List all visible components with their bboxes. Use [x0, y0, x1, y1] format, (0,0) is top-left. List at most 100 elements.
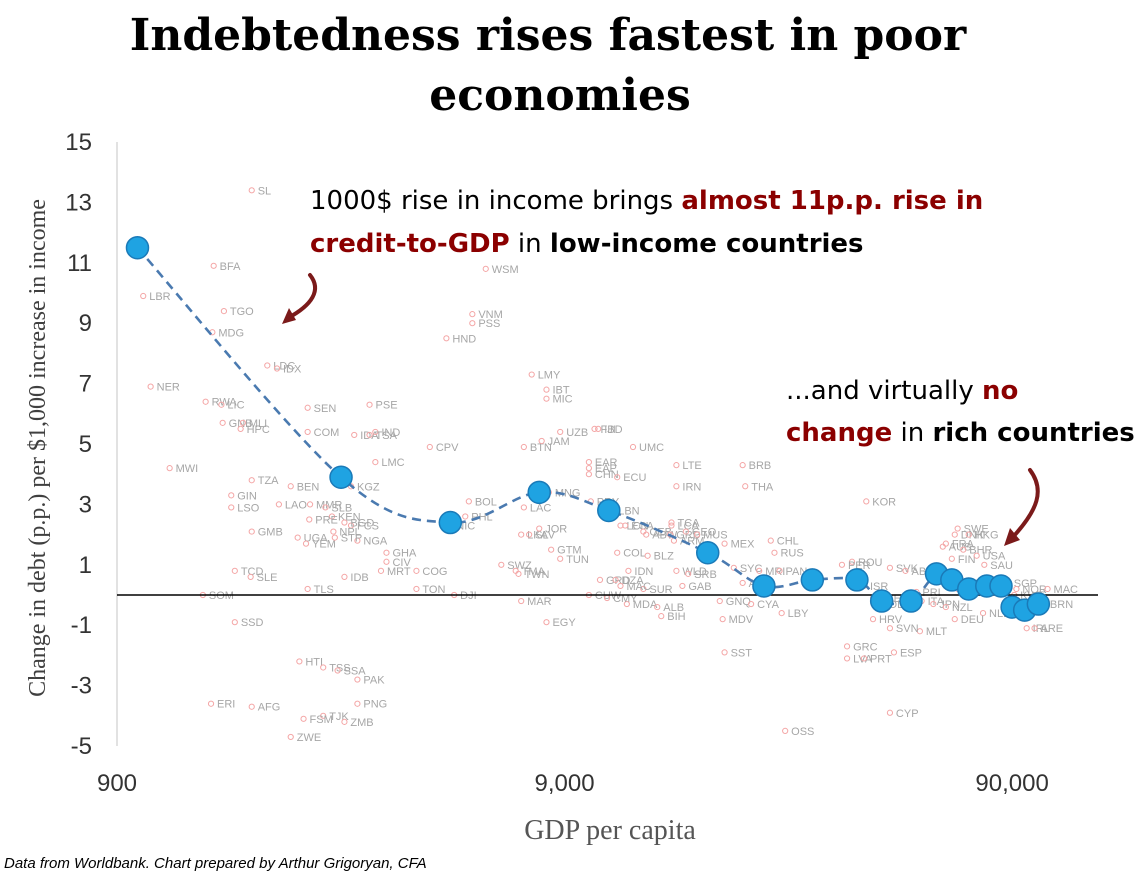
country-point — [426, 443, 433, 451]
country-label: BIH — [667, 611, 685, 623]
country-label: ECA — [631, 521, 654, 533]
country-point — [237, 425, 244, 432]
country-label: MWI — [176, 463, 199, 475]
country-label: TON — [422, 584, 445, 596]
country-point — [973, 552, 980, 559]
country-label: NZL — [952, 602, 973, 614]
country-point — [629, 443, 637, 451]
country-label: FRA — [952, 539, 975, 551]
country-point — [730, 564, 737, 571]
country-label: MUS — [703, 530, 727, 542]
country-label: IBD — [604, 424, 622, 436]
country-point — [341, 718, 348, 725]
country-point — [482, 265, 489, 272]
country-label: YEM — [312, 539, 336, 551]
country-point — [1044, 585, 1051, 593]
country-label: OSS — [791, 726, 814, 738]
country-label: SRB — [694, 569, 717, 581]
country-label: SGP — [1014, 578, 1037, 590]
country-point — [220, 308, 228, 315]
country-point — [304, 404, 311, 411]
country-point — [239, 419, 246, 426]
country-point — [557, 555, 564, 562]
country-point — [948, 555, 955, 562]
country-point — [719, 616, 726, 623]
country-point — [275, 501, 282, 508]
country-point — [778, 610, 785, 617]
country-point — [304, 428, 311, 436]
country-label: BRN — [1050, 599, 1073, 611]
trend-point-6 — [752, 574, 776, 598]
country-label: GMB — [258, 527, 283, 539]
country-point — [863, 498, 870, 505]
country-point — [219, 419, 226, 426]
trend-point-1 — [329, 465, 353, 489]
country-point — [351, 431, 358, 439]
country-label: PNG — [363, 699, 387, 711]
country-point — [843, 643, 851, 650]
country-point — [294, 534, 301, 541]
country-point — [614, 474, 621, 481]
country-point — [469, 320, 476, 327]
country-point — [886, 709, 894, 716]
country-point — [140, 292, 147, 300]
country-label: LIC — [227, 400, 244, 412]
country-point — [498, 561, 505, 568]
country-point — [465, 498, 472, 505]
country-label: PRI — [922, 587, 940, 599]
country-point — [443, 335, 450, 342]
country-label: CYP — [896, 708, 919, 720]
country-point — [682, 528, 689, 535]
country-label: FJI — [601, 424, 616, 436]
country-label: JPN — [939, 599, 960, 611]
y-tick-label-3: 9 — [79, 310, 92, 337]
country-label: PSE — [376, 400, 398, 412]
country-label: COG — [422, 566, 447, 578]
country-point — [591, 425, 598, 432]
country-point — [960, 546, 967, 553]
country-point — [685, 570, 692, 577]
country-point — [1031, 625, 1038, 632]
country-point — [939, 543, 946, 550]
annotation-rich: ...and virtually no change in rich count… — [786, 376, 1134, 448]
country-point — [372, 459, 379, 466]
arrow-rich — [1004, 468, 1040, 546]
country-label: GRD — [676, 530, 701, 542]
country-label: HKG — [975, 530, 999, 542]
country-point — [843, 655, 851, 662]
x-tick-label-1: 9,000 — [535, 770, 595, 797]
country-label: PAK — [363, 675, 385, 687]
country-label: ECU — [623, 472, 646, 484]
country-point — [942, 603, 949, 611]
country-point — [218, 401, 225, 408]
country-label: ZMB — [350, 717, 373, 729]
country-label: WSM — [492, 264, 519, 276]
country-label: TGO — [230, 306, 254, 318]
country-point — [334, 667, 341, 674]
country-label: SAU — [990, 560, 1013, 572]
country-label: FSM — [310, 714, 333, 726]
x-tick-labels: 900 9,000 90,000 — [97, 770, 1049, 797]
country-label: LMY — [538, 370, 561, 382]
country-point — [930, 600, 937, 608]
country-label: TWN — [524, 569, 549, 581]
country-label: IDN — [634, 566, 653, 578]
trend-point-7 — [800, 568, 825, 592]
country-label: LSO — [237, 502, 259, 514]
country-label: BFA — [220, 261, 241, 273]
country-label: SST — [731, 647, 753, 659]
country-point — [287, 483, 294, 490]
country-label: ARM — [680, 536, 704, 548]
country-label: USA — [983, 551, 1006, 563]
arrow-low-income — [282, 273, 317, 324]
country-label: SSA — [344, 666, 367, 678]
country-label: UMC — [639, 442, 664, 454]
country-label: MAR — [527, 596, 552, 608]
country-point — [848, 558, 856, 565]
country-label: WLD — [682, 566, 707, 578]
trend-points — [125, 235, 1051, 622]
country-label: TJK — [329, 711, 349, 723]
y-tick-label-5: 5 — [79, 431, 92, 458]
country-label: ITA — [928, 596, 945, 608]
country-label: UZB — [566, 427, 588, 439]
